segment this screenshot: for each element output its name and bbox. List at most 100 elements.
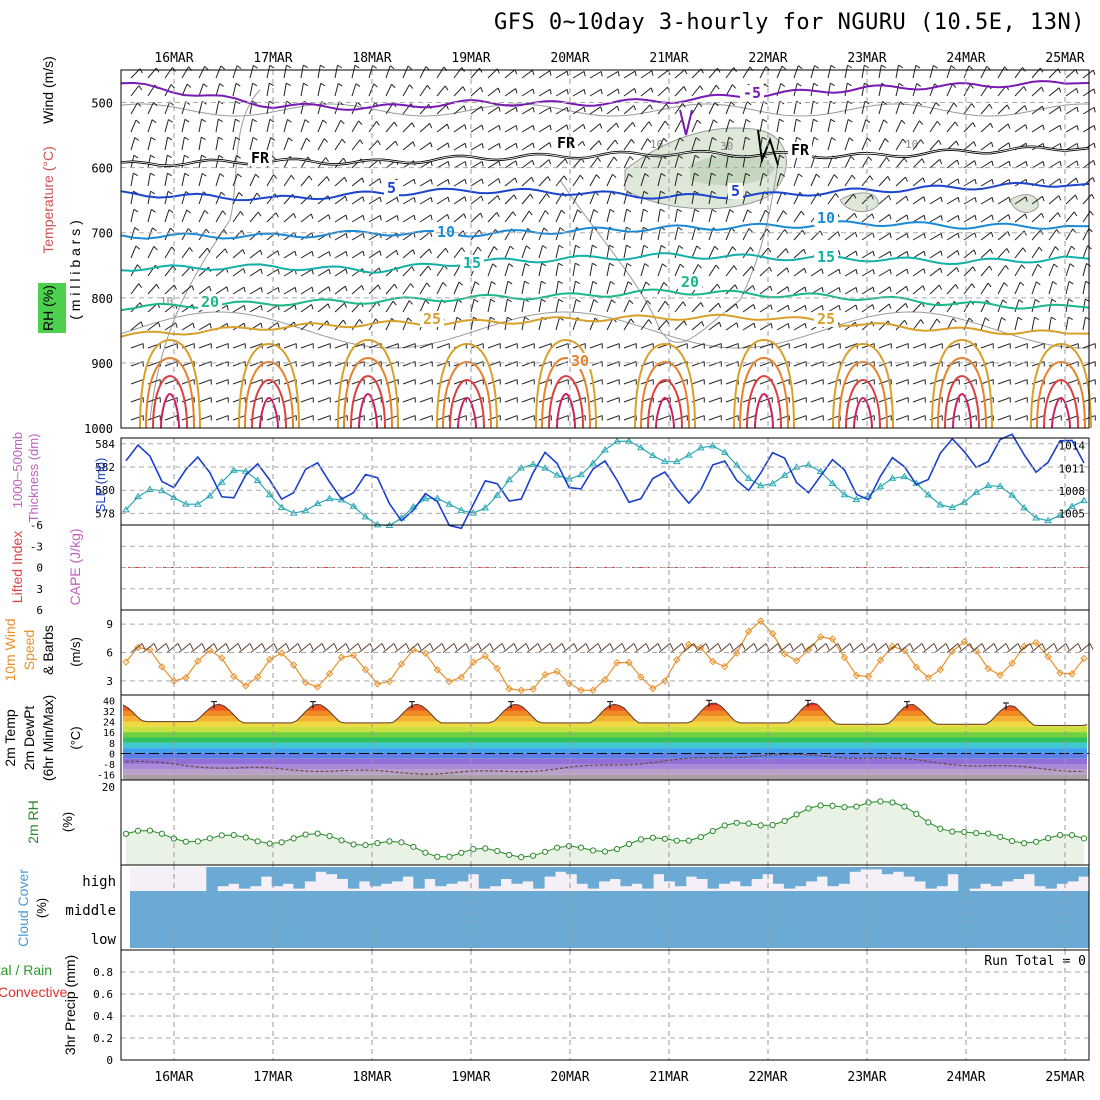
wind-barb — [317, 251, 330, 259]
wind-barb — [776, 173, 782, 187]
wind-barb — [1014, 317, 1019, 331]
wind-barb — [402, 300, 410, 313]
wind-barb — [532, 142, 535, 149]
wind-barb — [1065, 228, 1074, 241]
wind-barb — [169, 227, 175, 232]
warm-contour — [931, 338, 993, 429]
surface-wind-barb — [621, 643, 626, 650]
wind-barb — [793, 397, 807, 403]
wind-barb — [793, 210, 802, 223]
wind-barb — [1086, 263, 1091, 267]
wind-barb — [458, 281, 464, 286]
wind-barb — [394, 283, 398, 289]
wind-barb — [538, 124, 551, 133]
wind-barb — [215, 119, 219, 133]
wind-barb — [201, 172, 207, 177]
wind-barb — [593, 209, 599, 213]
wind-barb — [164, 265, 174, 277]
wind-barb — [344, 177, 348, 183]
surface-wind-barb — [945, 643, 950, 650]
wind-barb — [990, 123, 994, 129]
wind-speed-point — [254, 673, 262, 681]
surface-wind-barb — [274, 643, 287, 653]
wind-barb — [549, 142, 552, 148]
wind-barb — [277, 269, 280, 275]
wind-barb — [912, 268, 925, 277]
wind-barb — [912, 379, 926, 385]
wind-barb — [1014, 361, 1028, 367]
wind-barb — [575, 280, 581, 285]
wind-barb — [847, 82, 852, 87]
wind-barb — [504, 69, 516, 79]
wind-speed-point — [721, 662, 729, 671]
wind-barb — [419, 179, 432, 187]
wind-barb — [933, 65, 938, 69]
rh-point — [745, 820, 752, 827]
wind-barb — [172, 265, 177, 271]
rh-point — [302, 831, 309, 838]
wind-barb — [351, 101, 358, 115]
wind-barb — [1059, 143, 1062, 149]
wind-barb — [359, 139, 364, 145]
rh-point — [122, 830, 130, 837]
wind-barb — [583, 124, 586, 130]
warm-contour — [556, 392, 576, 429]
wind-barb — [946, 83, 953, 97]
cloud-high-bar — [762, 867, 774, 875]
surface-wind-barb — [573, 643, 578, 650]
wind-barb — [470, 160, 483, 169]
wind-barb — [997, 397, 1011, 403]
wind-barb — [493, 246, 498, 251]
warm-contour — [655, 396, 675, 429]
thickness-point — [1008, 491, 1017, 498]
wind-barb — [643, 226, 648, 231]
wind-barb — [1065, 69, 1077, 79]
wind-barb — [1052, 281, 1058, 285]
wind-barb — [770, 304, 773, 310]
rh-point — [1068, 832, 1076, 839]
wind-barb — [1041, 106, 1045, 112]
wind-barb — [317, 361, 331, 367]
wind-barb — [984, 317, 990, 322]
wind-barb — [691, 173, 695, 187]
warm-contour — [1043, 378, 1079, 429]
wind-barb — [311, 251, 314, 257]
temp-band — [123, 705, 1087, 711]
surface-wind-barb — [946, 643, 959, 653]
cloud-high-bar — [969, 867, 981, 889]
wind10-unit: (m/s) — [68, 637, 83, 667]
surface-wind-barb — [609, 643, 614, 650]
wind-barb — [185, 101, 191, 105]
wind-barb — [1001, 317, 1006, 321]
wind-speed-point — [313, 683, 322, 691]
wind-barb — [674, 263, 681, 277]
wind-barb — [938, 284, 942, 290]
wind-barb — [640, 104, 651, 115]
cloud-high-bar — [751, 867, 763, 879]
wind-barb — [164, 209, 170, 223]
thickness-point — [217, 478, 226, 485]
cloud-high-bar — [685, 867, 698, 877]
wind-barb — [1022, 67, 1026, 72]
wind-barb — [583, 106, 586, 113]
wind-barb — [677, 190, 682, 195]
surface-wind-barb — [346, 643, 359, 653]
wind-barb — [1051, 298, 1057, 303]
wind-barb — [1008, 142, 1011, 148]
cloud-high-bar — [653, 867, 665, 875]
wind-barb — [1093, 125, 1096, 131]
surface-wind-barb — [190, 643, 203, 653]
wind-barb — [555, 158, 566, 169]
wind-barb — [326, 176, 330, 182]
wind-speed-point — [840, 653, 849, 662]
wind-speed-point — [289, 661, 298, 669]
wind-barb — [173, 284, 177, 290]
surface-wind-barb — [645, 643, 650, 650]
wind-barb — [532, 125, 535, 131]
wind-barb — [1048, 87, 1060, 97]
surface-wind-barb — [718, 643, 731, 653]
wind-barb — [351, 285, 363, 295]
thickness-point — [493, 491, 502, 498]
wind-barb — [929, 284, 940, 295]
wind-barb — [385, 197, 398, 205]
